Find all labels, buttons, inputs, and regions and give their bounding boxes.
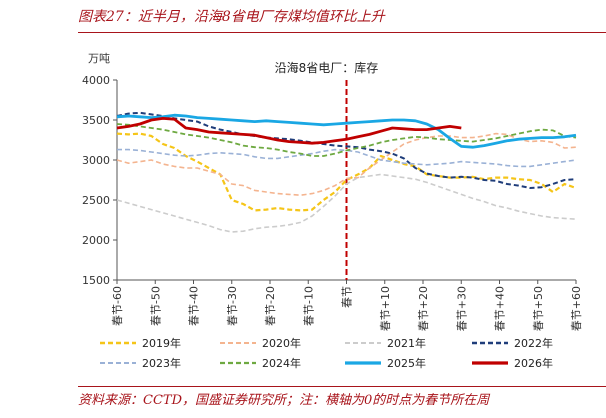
legend-item: 2025年 <box>345 356 426 370</box>
x-tick-label: 春节-30 <box>226 286 239 326</box>
legend-label: 2022年 <box>514 336 553 350</box>
x-tick-label: 春节+10 <box>379 286 392 331</box>
x-tick-label: 春节-10 <box>302 286 315 326</box>
x-tick-label: 春节+60 <box>570 286 583 331</box>
legend-label: 2024年 <box>262 356 301 370</box>
legend-label: 2020年 <box>262 336 301 350</box>
legend-item: 2024年 <box>220 356 301 370</box>
legend-label: 2023年 <box>142 356 181 370</box>
x-tick-label: 春节+20 <box>417 286 430 331</box>
title-rule <box>78 32 606 33</box>
series-line-2020年 <box>116 132 577 196</box>
x-tick-label: 春节+40 <box>494 286 507 331</box>
series-line-2024年 <box>116 123 577 157</box>
legend-item: 2019年 <box>100 336 181 350</box>
series-line-2021年 <box>116 173 577 233</box>
legend-label: 2026年 <box>514 356 553 370</box>
x-tick-label: 春节-60 <box>111 286 124 326</box>
series-line-2025年 <box>116 113 577 149</box>
y-tick-label: 3500 <box>82 114 110 127</box>
y-axis-unit-label: 万吨 <box>88 52 110 65</box>
figure-title: 图表27：近半月，沿海8省电厂存煤均值环比上升 <box>78 9 385 25</box>
figure-source: 资料来源：CCTD，国盛证券研究所；注：横轴为0的时点为春节所在周 <box>78 393 490 408</box>
series-line-2022年 <box>116 111 577 189</box>
legend-label: 2019年 <box>142 336 181 350</box>
series-line-2019年 <box>116 132 577 212</box>
legend-item: 2022年 <box>472 336 553 350</box>
source-rule <box>78 386 606 387</box>
y-tick-label: 2500 <box>82 194 110 207</box>
legend-item: 2021年 <box>345 336 426 350</box>
y-tick-label: 3000 <box>82 154 110 167</box>
x-tick-label: 春节-50 <box>149 286 162 326</box>
legend-label: 2025年 <box>387 356 426 370</box>
legend-item: 2020年 <box>220 336 301 350</box>
x-tick-label: 春节-40 <box>188 286 201 326</box>
x-tick-label: 春节 <box>341 286 354 308</box>
chart-annotation: 沿海8省电厂：库存 <box>275 60 379 75</box>
y-tick-label: 1500 <box>82 274 110 287</box>
chart-legend: 2019年 2020年 2021年 2022年 2023年 2024年 2025年 2026年 <box>100 336 553 370</box>
chart-plot-area: 沿海8省电厂：库存 <box>116 60 577 280</box>
x-tick-label: 春节+30 <box>455 286 468 331</box>
legend-item: 2023年 <box>100 356 181 370</box>
series-line-2026年 <box>116 117 462 145</box>
legend-item: 2026年 <box>472 356 553 370</box>
y-tick-label: 2000 <box>82 234 110 247</box>
legend-label: 2021年 <box>387 336 426 350</box>
x-tick-label: 春节-20 <box>264 286 277 326</box>
x-tick-label: 春节+50 <box>532 286 545 331</box>
y-tick-label: 4000 <box>82 74 110 87</box>
series-line-2023年 <box>117 148 577 168</box>
